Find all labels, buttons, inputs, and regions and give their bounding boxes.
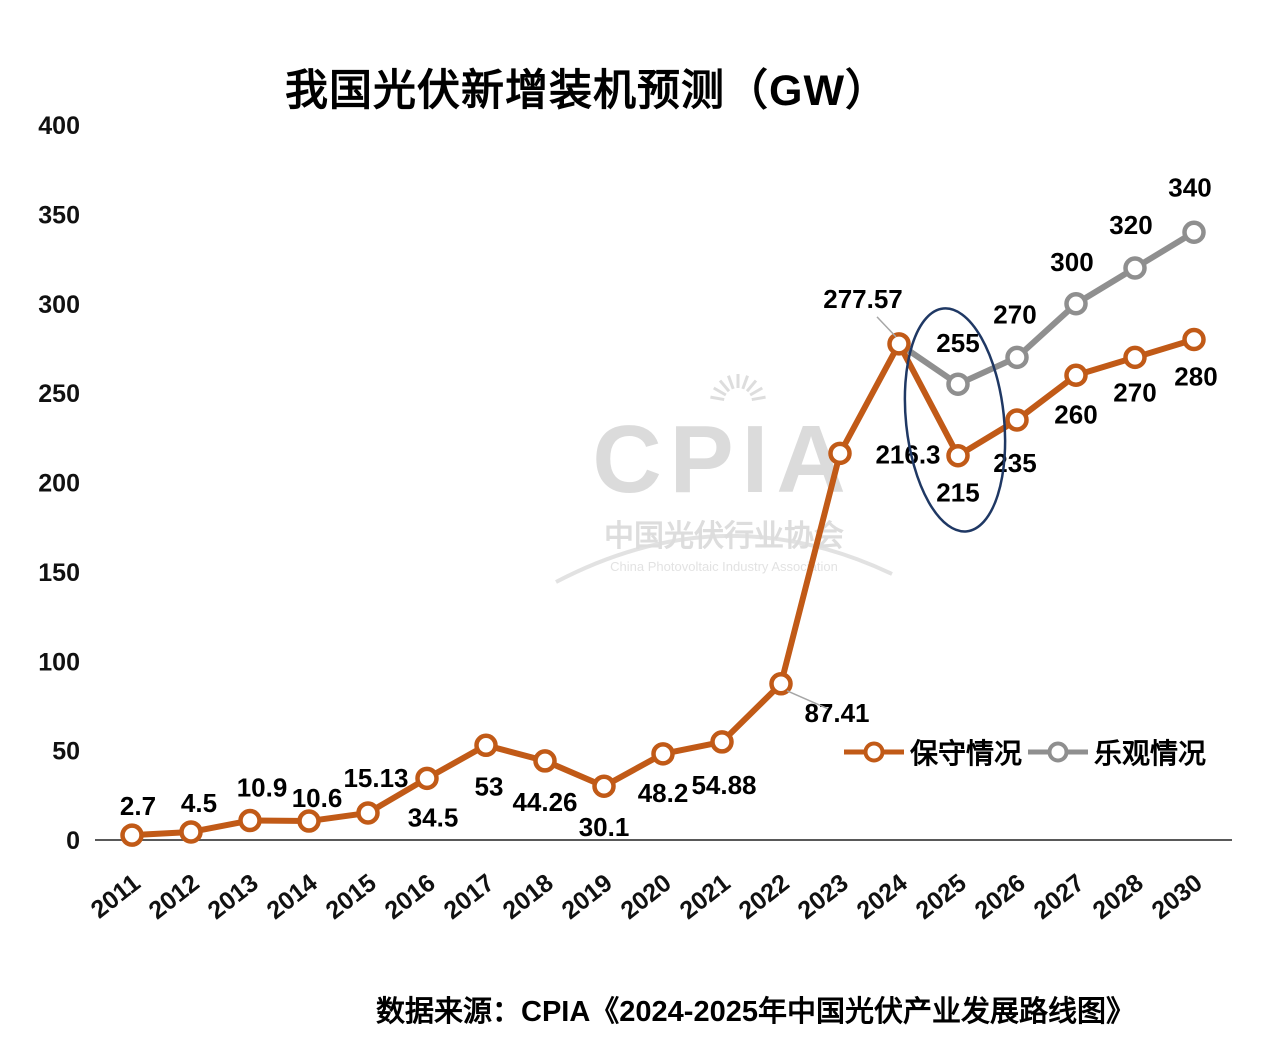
optimistic-series bbox=[896, 220, 1206, 396]
x-tick-label: 2022 bbox=[734, 869, 795, 925]
optimistic-line-marker-icon bbox=[1028, 741, 1089, 763]
x-tick-label: 2019 bbox=[557, 869, 618, 925]
data-point-marker bbox=[1005, 408, 1029, 432]
data-label: 235 bbox=[993, 448, 1036, 478]
watermark-cn-text: 中国光伏行业协会 bbox=[604, 520, 844, 553]
data-label: 215 bbox=[936, 478, 979, 508]
watermark-en-text: China Photovoltaic Industry Association bbox=[610, 559, 838, 574]
data-point-marker bbox=[1064, 292, 1088, 316]
data-label: 2.7 bbox=[120, 791, 156, 821]
data-point-marker bbox=[1182, 220, 1206, 244]
x-tick-label: 2030 bbox=[1147, 869, 1208, 925]
y-tick-label: 50 bbox=[52, 738, 80, 766]
x-tick-label: 2017 bbox=[439, 869, 500, 925]
x-axis-labels: 2011201220132014201520162017201820192020… bbox=[86, 869, 1208, 925]
watermark-arc bbox=[555, 534, 893, 584]
y-tick-label: 350 bbox=[38, 201, 80, 229]
data-point-marker bbox=[533, 749, 557, 773]
data-point-marker bbox=[946, 443, 970, 468]
callout-leader-line bbox=[786, 690, 829, 710]
data-label: 300 bbox=[1050, 247, 1093, 277]
chart-legend: 保守情况 乐观情况 bbox=[842, 734, 1206, 770]
data-point-marker bbox=[179, 820, 203, 844]
data-label: 48.2 bbox=[638, 778, 689, 808]
cpia-watermark: CPIA 中国光伏行业协会 China Photovoltaic Industry … bbox=[555, 374, 893, 584]
data-point-marker bbox=[946, 372, 970, 396]
data-source-caption: 数据来源：CPIA《2024-2025年中国光伏产业发展路线图》 bbox=[376, 996, 1135, 1028]
data-point-marker bbox=[769, 672, 793, 696]
conservative-series bbox=[120, 327, 1206, 847]
x-tick-label: 2013 bbox=[203, 869, 264, 925]
y-tick-label: 100 bbox=[38, 648, 80, 676]
data-point-marker bbox=[651, 742, 675, 766]
data-point-marker bbox=[1123, 345, 1147, 370]
legend-label-conservative: 保守情况 bbox=[910, 738, 1023, 769]
data-label: 34.5 bbox=[408, 802, 459, 832]
data-label: 15.13 bbox=[343, 763, 408, 793]
conservative-line-marker-icon bbox=[844, 741, 904, 763]
watermark-sun-icon bbox=[710, 374, 766, 402]
data-point-marker bbox=[415, 766, 439, 791]
x-tick-label: 2018 bbox=[498, 869, 559, 925]
callout-leader-line bbox=[876, 316, 897, 338]
data-point-marker bbox=[356, 801, 380, 825]
data-point-marker bbox=[1064, 363, 1088, 387]
data-label: 30.1 bbox=[579, 812, 630, 842]
y-tick-label: 400 bbox=[38, 112, 80, 140]
data-label: 270 bbox=[1113, 377, 1156, 407]
x-tick-label: 2016 bbox=[380, 869, 441, 925]
x-tick-label: 2023 bbox=[793, 869, 854, 925]
data-point-marker bbox=[828, 441, 852, 466]
y-tick-label: 0 bbox=[66, 827, 80, 855]
data-point-marker bbox=[238, 808, 262, 833]
legend-item-conservative: 保守情况 bbox=[842, 732, 1022, 772]
data-label: 280 bbox=[1174, 362, 1217, 392]
x-tick-label: 2024 bbox=[852, 869, 913, 925]
data-label: 340 bbox=[1168, 172, 1211, 202]
data-point-marker bbox=[887, 332, 911, 356]
data-point-marker bbox=[1123, 256, 1147, 280]
data-point-marker bbox=[710, 730, 734, 754]
data-label: 320 bbox=[1109, 210, 1152, 240]
x-tick-label: 2020 bbox=[616, 869, 677, 925]
data-point-marker bbox=[1005, 345, 1029, 370]
x-tick-label: 2015 bbox=[321, 869, 382, 925]
data-point-marker bbox=[474, 733, 498, 758]
y-tick-label: 150 bbox=[38, 559, 80, 587]
x-tick-label: 2026 bbox=[970, 869, 1031, 925]
x-tick-label: 2021 bbox=[675, 869, 736, 925]
y-tick-label: 200 bbox=[38, 470, 80, 498]
watermark-brand-text: CPIA bbox=[592, 406, 853, 513]
data-label: 255 bbox=[936, 328, 979, 358]
data-label: 54.88 bbox=[691, 770, 756, 800]
data-label: 260 bbox=[1054, 399, 1097, 429]
legend-item-optimistic: 乐观情况 bbox=[1026, 732, 1206, 772]
data-label: 270 bbox=[993, 299, 1036, 329]
data-point-marker bbox=[1182, 327, 1206, 352]
data-label: 277.57 bbox=[823, 284, 903, 314]
x-tick-label: 2028 bbox=[1088, 869, 1149, 925]
data-point-marker bbox=[297, 809, 321, 833]
x-tick-label: 2012 bbox=[144, 869, 205, 925]
x-tick-label: 2014 bbox=[262, 869, 323, 925]
chart-title: 我国光伏新增装机预测（GW） bbox=[285, 67, 890, 115]
data-label: 44.26 bbox=[512, 787, 577, 817]
data-label: 10.6 bbox=[292, 783, 343, 813]
data-label: 10.9 bbox=[237, 773, 288, 803]
y-tick-label: 250 bbox=[38, 380, 80, 408]
highlight-ellipse-annotation bbox=[903, 307, 1007, 533]
data-label: 4.5 bbox=[181, 788, 217, 818]
data-label: 53 bbox=[475, 771, 504, 801]
x-tick-label: 2025 bbox=[911, 869, 972, 925]
legend-label-optimistic: 乐观情况 bbox=[1094, 738, 1207, 769]
data-point-marker bbox=[592, 774, 616, 798]
x-tick-label: 2027 bbox=[1029, 869, 1090, 925]
data-point-marker bbox=[120, 823, 144, 847]
y-axis-labels: 0 50 100 150 200 250 300 350 400 bbox=[38, 112, 80, 855]
x-tick-label: 2011 bbox=[86, 869, 146, 925]
y-tick-label: 300 bbox=[38, 291, 80, 319]
